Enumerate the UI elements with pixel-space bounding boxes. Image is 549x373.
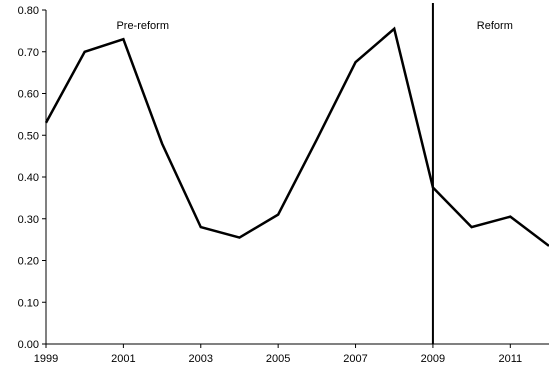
annotation-label: Pre-reform	[116, 20, 169, 32]
y-tick-label: 0.30	[18, 214, 39, 226]
y-tick-label: 0.60	[18, 89, 39, 101]
x-tick-label: 2009	[421, 353, 445, 365]
x-tick-label: 2005	[266, 353, 290, 365]
y-tick-label: 0.40	[18, 172, 39, 184]
y-tick-label: 0.10	[18, 297, 39, 309]
y-tick-label: 0.80	[18, 5, 39, 17]
x-tick-label: 2003	[189, 353, 213, 365]
label-layer: 0.00 0.10 0.20 0.30 0.40 0.50 0.60 0.70 0.80 1999…	[18, 5, 523, 365]
x-tick-label: 2001	[111, 353, 135, 365]
y-tick-label: 0.50	[18, 130, 39, 142]
y-tick-label: 0.00	[18, 339, 39, 351]
x-tick-label: 2011	[498, 353, 522, 365]
series-layer	[46, 29, 549, 246]
x-tick-label: 1999	[34, 353, 58, 365]
x-tick-label: 2007	[343, 353, 367, 365]
annotation-label: Reform	[477, 20, 513, 32]
series-line	[46, 29, 549, 246]
y-tick-label: 0.20	[18, 256, 39, 268]
y-tick-label: 0.70	[18, 47, 39, 59]
